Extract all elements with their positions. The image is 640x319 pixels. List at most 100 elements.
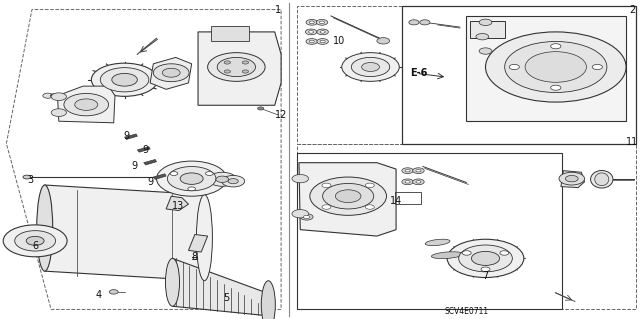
Polygon shape [45,185,204,281]
Circle shape [322,183,331,188]
Circle shape [92,63,158,96]
Circle shape [505,41,607,93]
Circle shape [420,20,430,25]
Circle shape [405,181,410,183]
Circle shape [228,179,238,184]
Bar [403,6,636,144]
Ellipse shape [431,252,463,259]
Circle shape [462,251,471,255]
Circle shape [476,33,489,40]
Circle shape [335,190,361,203]
Circle shape [224,61,230,64]
Circle shape [319,21,324,24]
Circle shape [342,53,399,81]
Circle shape [15,231,56,251]
Text: 13: 13 [172,201,184,211]
Circle shape [472,251,500,265]
Text: 11: 11 [627,137,639,147]
Circle shape [51,94,58,98]
Circle shape [402,168,413,174]
Circle shape [208,172,236,186]
Circle shape [305,29,317,35]
Polygon shape [125,134,138,139]
Circle shape [413,168,424,174]
Circle shape [168,167,216,191]
Text: SCV4E0711: SCV4E0711 [444,308,488,316]
Circle shape [292,174,308,183]
Circle shape [309,40,314,43]
Ellipse shape [595,173,609,186]
Circle shape [447,239,524,278]
Ellipse shape [425,239,450,246]
Circle shape [479,48,492,54]
Polygon shape [138,147,150,152]
Polygon shape [299,163,396,236]
Text: 8: 8 [192,252,198,262]
Text: 9: 9 [143,145,148,155]
Circle shape [365,205,374,209]
Ellipse shape [261,281,275,319]
Text: 9: 9 [131,161,137,171]
Circle shape [180,173,203,184]
Circle shape [163,68,180,77]
Polygon shape [58,86,115,123]
Text: 2: 2 [629,4,636,15]
Circle shape [205,172,213,175]
Circle shape [413,179,424,185]
Circle shape [3,225,67,257]
Polygon shape [188,234,207,252]
Circle shape [592,64,602,70]
Circle shape [242,70,248,73]
Polygon shape [467,16,626,121]
Polygon shape [154,174,166,179]
Text: 6: 6 [32,241,38,251]
Circle shape [351,57,390,77]
Circle shape [309,21,314,24]
Circle shape [308,31,314,33]
Circle shape [405,169,410,172]
Circle shape [306,39,317,44]
Ellipse shape [166,258,179,306]
Circle shape [216,176,228,182]
Circle shape [75,99,98,110]
Circle shape [157,161,227,196]
Circle shape [188,187,195,191]
Circle shape [310,177,387,215]
Circle shape [154,64,189,82]
Circle shape [365,183,374,188]
Text: 7: 7 [483,271,488,281]
Polygon shape [150,57,191,89]
Bar [297,153,562,309]
Polygon shape [166,196,188,211]
Circle shape [416,181,421,183]
Circle shape [320,40,325,43]
Circle shape [292,210,308,218]
Circle shape [509,64,520,70]
Circle shape [112,73,138,86]
Circle shape [224,70,230,73]
Circle shape [323,183,374,209]
Circle shape [402,179,413,185]
Circle shape [317,29,328,35]
Bar [396,192,421,204]
Polygon shape [173,258,268,316]
Circle shape [51,93,67,100]
Circle shape [481,267,490,271]
Circle shape [23,175,31,179]
Polygon shape [198,32,281,105]
Circle shape [525,52,586,82]
Text: 3: 3 [28,175,34,185]
Bar [297,6,636,144]
Circle shape [207,53,265,81]
Text: 14: 14 [390,196,402,206]
Circle shape [320,31,325,33]
Text: 10: 10 [332,36,345,47]
Circle shape [43,93,53,98]
Circle shape [221,175,244,187]
Circle shape [316,19,328,25]
Bar [297,144,636,309]
Ellipse shape [591,170,613,188]
Bar [470,21,505,38]
Circle shape [51,109,67,116]
Circle shape [303,215,310,219]
